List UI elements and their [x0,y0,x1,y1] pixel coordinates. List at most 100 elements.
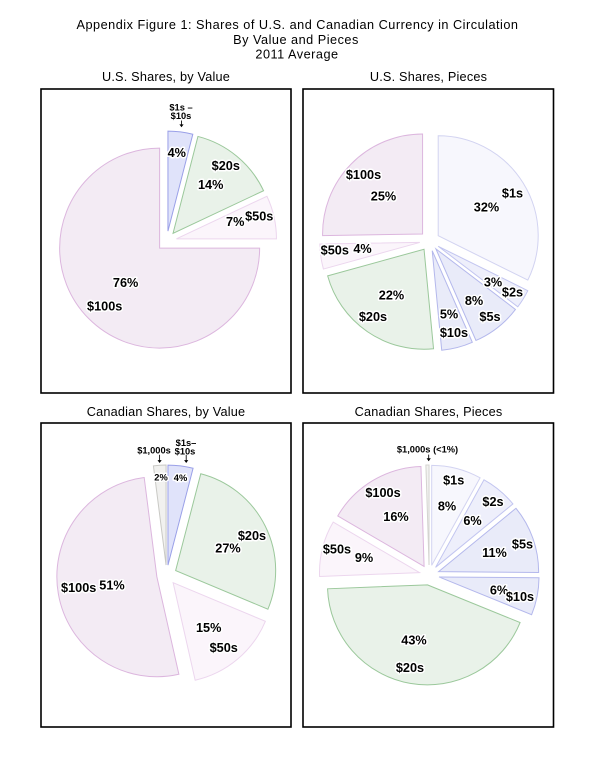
svg-text:Appendix Figure 1: Shares of U: Appendix Figure 1: Shares of U.S. and Ca… [77,18,519,32]
svg-text:$20s: $20s [396,661,424,675]
svg-text:Canadian Shares, Pieces: Canadian Shares, Pieces [355,405,503,419]
svg-text:$1s: $1s [502,187,523,201]
svg-text:22%: 22% [379,289,404,303]
svg-text:4%: 4% [174,473,188,483]
svg-text:$20s: $20s [212,159,240,173]
svg-text:$100s: $100s [61,581,96,595]
svg-text:$50s: $50s [323,543,351,557]
svg-text:43%: 43% [401,634,426,648]
svg-text:14%: 14% [198,178,223,192]
svg-text:6%: 6% [463,514,481,528]
svg-text:$50s: $50s [323,543,351,557]
svg-text:$100s: $100s [87,300,122,314]
svg-text:$50s: $50s [321,244,349,258]
svg-text:8%: 8% [465,294,483,308]
svg-text:$50s: $50s [245,210,273,224]
svg-text:7%: 7% [226,215,244,229]
svg-text:$100s: $100s [346,168,381,182]
svg-text:27%: 27% [215,541,240,555]
svg-text:$50s: $50s [245,210,273,224]
svg-text:4%: 4% [168,146,186,160]
svg-text:$1s–: $1s– [176,438,197,448]
svg-text:$2s: $2s [482,495,503,509]
svg-text:16%: 16% [383,510,408,524]
svg-text:4%: 4% [168,146,186,160]
svg-text:76%: 76% [113,276,138,290]
svg-text:$1s: $1s [443,474,464,488]
svg-text:$20s: $20s [238,529,266,543]
svg-text:11%: 11% [482,546,507,560]
svg-text:$10s: $10s [440,326,468,340]
svg-text:9%: 9% [355,551,373,565]
svg-text:25%: 25% [371,189,396,203]
svg-text:6%: 6% [490,584,508,598]
svg-text:76%: 76% [113,276,138,290]
svg-text:6%: 6% [490,584,508,598]
svg-text:3%: 3% [484,276,502,290]
svg-text:$10s: $10s [440,326,468,340]
svg-text:$100s: $100s [61,581,96,595]
svg-text:2%: 2% [154,473,168,483]
svg-text:$100s: $100s [365,486,400,500]
svg-text:16%: 16% [383,510,408,524]
svg-text:$2s: $2s [502,286,523,300]
svg-text:43%: 43% [401,634,426,648]
svg-text:$5s: $5s [512,538,533,552]
svg-text:4%: 4% [174,473,188,483]
svg-text:51%: 51% [99,579,124,593]
svg-text:$1s –: $1s – [169,103,192,113]
svg-text:2011 Average: 2011 Average [255,48,338,62]
svg-text:5%: 5% [440,308,458,322]
svg-text:$1,000s: $1,000s [137,446,171,456]
svg-text:51%: 51% [99,579,124,593]
svg-text:$10s: $10s [506,590,534,604]
svg-text:U.S. Shares, by Value: U.S. Shares, by Value [102,70,230,84]
svg-text:$50s: $50s [321,244,349,258]
svg-text:U.S. Shares, Pieces: U.S. Shares, Pieces [370,70,487,84]
svg-text:$50s: $50s [210,641,238,655]
svg-text:$20s: $20s [396,661,424,675]
svg-text:$20s: $20s [212,159,240,173]
svg-text:4%: 4% [353,242,371,256]
svg-text:$100s: $100s [87,300,122,314]
svg-text:$1,000s (<1%): $1,000s (<1%) [397,445,458,455]
svg-text:$10s: $10s [175,447,196,457]
svg-text:$10s: $10s [175,447,196,457]
svg-text:8%: 8% [438,500,456,514]
svg-text:$5s: $5s [479,310,500,324]
svg-text:$2s: $2s [482,495,503,509]
svg-text:$100s: $100s [365,486,400,500]
svg-text:$1s –: $1s – [169,103,192,113]
svg-text:22%: 22% [379,289,404,303]
svg-text:6%: 6% [463,514,481,528]
svg-text:$20s: $20s [359,310,387,324]
svg-text:32%: 32% [474,201,499,215]
svg-text:$1s: $1s [502,187,523,201]
svg-text:15%: 15% [196,621,221,635]
svg-text:$5s: $5s [512,538,533,552]
svg-text:2%: 2% [154,473,168,483]
svg-text:$20s: $20s [238,529,266,543]
svg-text:4%: 4% [353,242,371,256]
svg-text:15%: 15% [196,621,221,635]
svg-text:By Value and Pieces: By Value and Pieces [233,33,359,47]
svg-text:$2s: $2s [502,286,523,300]
svg-text:8%: 8% [465,294,483,308]
svg-text:14%: 14% [198,178,223,192]
svg-text:$10s: $10s [506,590,534,604]
svg-text:$5s: $5s [479,310,500,324]
svg-text:$50s: $50s [210,641,238,655]
svg-text:$1,000s: $1,000s [137,446,171,456]
svg-text:$10s: $10s [171,111,192,121]
svg-text:25%: 25% [371,189,396,203]
svg-text:7%: 7% [226,215,244,229]
svg-text:32%: 32% [474,201,499,215]
svg-text:Canadian Shares, by Value: Canadian Shares, by Value [87,405,246,419]
svg-text:$100s: $100s [346,168,381,182]
svg-text:$20s: $20s [359,310,387,324]
svg-text:$10s: $10s [171,111,192,121]
svg-text:8%: 8% [438,500,456,514]
svg-text:$1s–: $1s– [176,438,197,448]
svg-text:27%: 27% [215,541,240,555]
svg-text:5%: 5% [440,308,458,322]
